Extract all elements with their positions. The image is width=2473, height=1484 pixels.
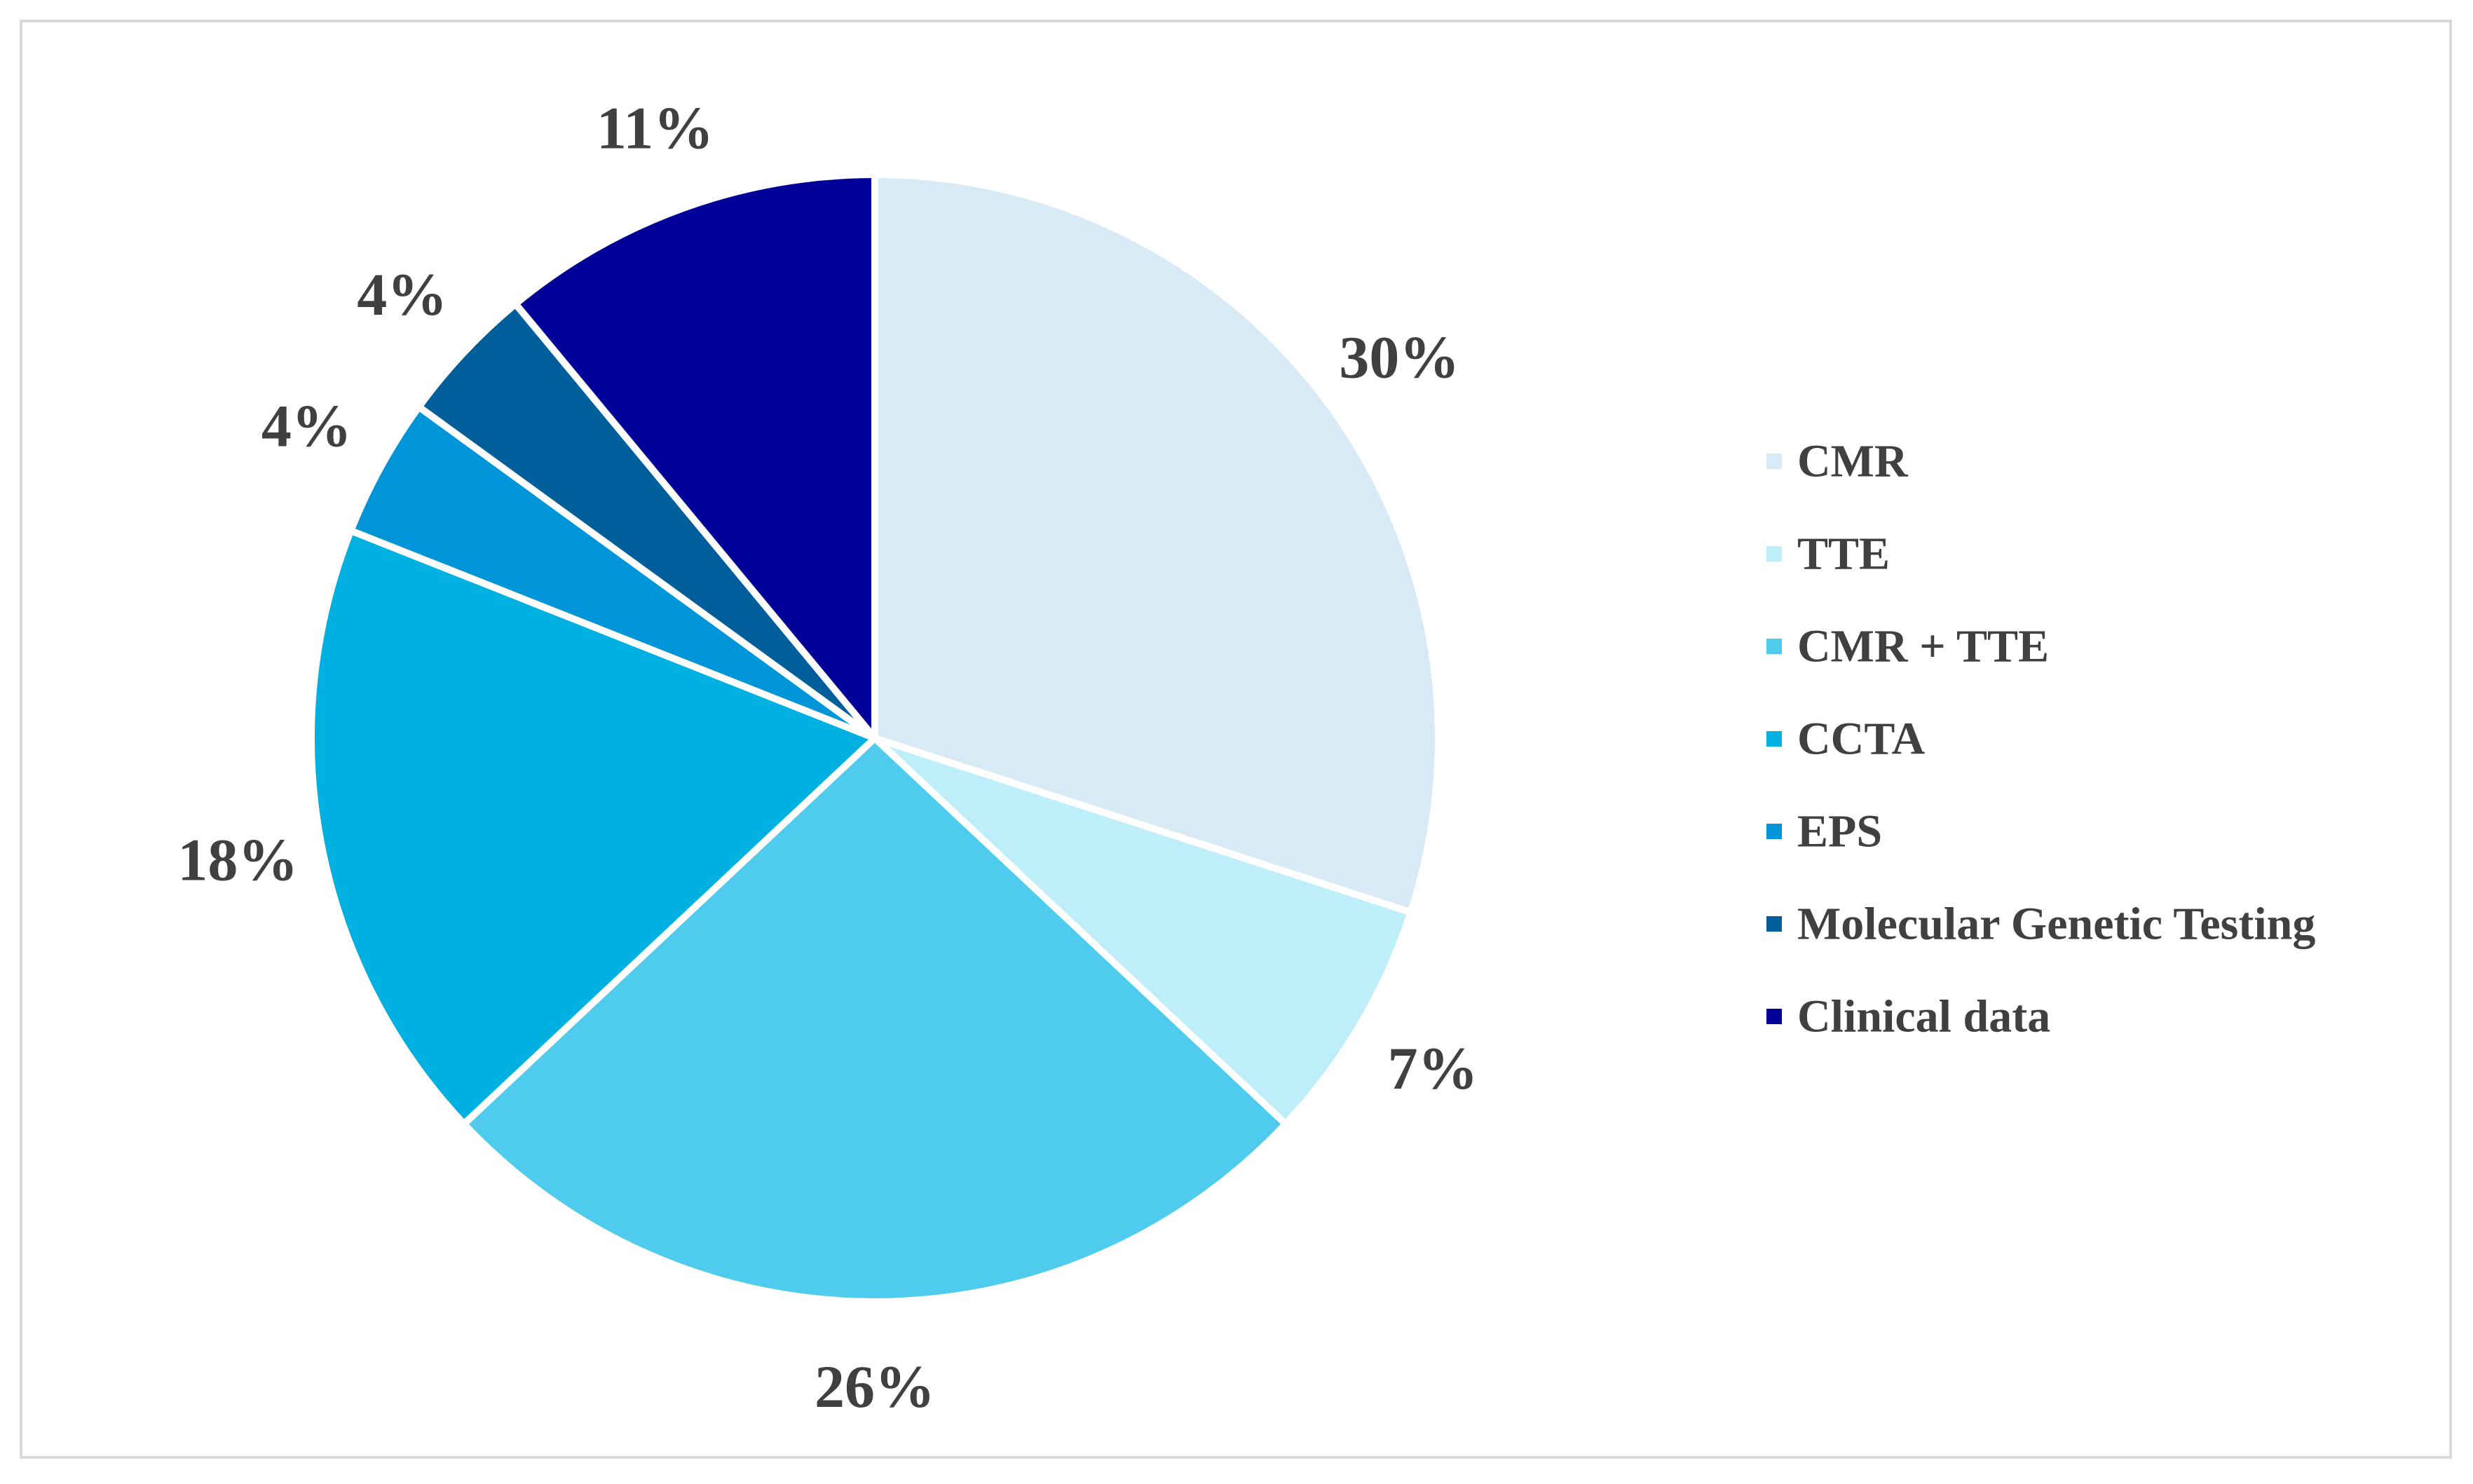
pie-slice-cmr [871, 171, 1442, 916]
pie-slice-tte [871, 735, 1415, 1128]
data-label-cmr-tte: 26% [815, 1353, 935, 1420]
data-label-ccta: 18% [177, 826, 298, 893]
legend-swatch-clinical-data [1766, 1009, 1782, 1024]
legend-label-tte: TTE [1797, 529, 1890, 580]
pie-slice-ccta [307, 527, 878, 1128]
legend-swatch-cmr [1766, 454, 1782, 469]
pie-slice-clinical-data [512, 171, 878, 742]
legend-swatch-tte [1766, 546, 1782, 561]
legend-swatch-molecular-genetic-testing [1766, 916, 1782, 932]
legend-swatch-cmr-tte [1766, 639, 1782, 654]
legend: CMR TTE CMR + TTE CCTA EPS Molecular Genetic … [1766, 436, 2315, 1042]
legend-label-cmr-tte: CMR + TTE [1797, 621, 2049, 672]
legend-swatch-ccta [1766, 731, 1782, 747]
legend-label-eps: EPS [1797, 806, 1882, 857]
pie-slice-cmr-tte [460, 735, 1290, 1306]
data-label-molecular-genetic-testing: 4% [357, 261, 447, 328]
legend-label-molecular-genetic-testing: Molecular Genetic Testing [1797, 899, 2315, 950]
legend-label-clinical-data: Clinical data [1797, 991, 2050, 1042]
data-label-clinical-data: 11% [597, 95, 714, 162]
legend-label-ccta: CCTA [1797, 714, 1925, 765]
pie-slices [307, 171, 1442, 1306]
data-label-tte: 7% [1388, 1035, 1478, 1102]
data-label-cmr: 30% [1339, 323, 1459, 390]
legend-swatch-eps [1766, 824, 1782, 839]
data-label-eps: 4% [261, 392, 352, 459]
legend-label-cmr: CMR [1797, 436, 1909, 487]
pie-labels: 30% 7% 26% 18% 4%4% 11% [177, 95, 1478, 1420]
